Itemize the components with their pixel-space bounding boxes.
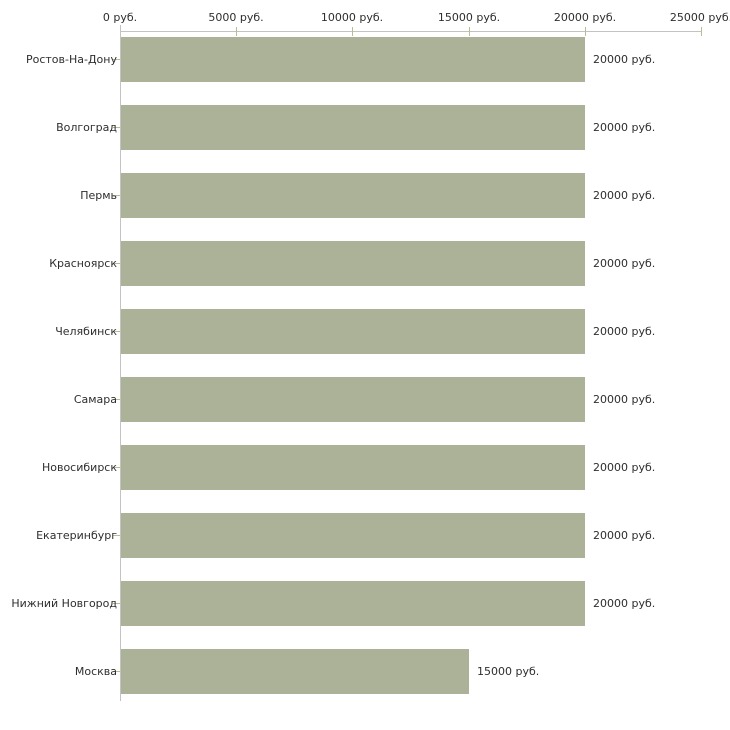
value-label: 15000 руб. xyxy=(477,665,540,678)
category-label: Нижний Новгород xyxy=(11,597,117,610)
bar xyxy=(121,37,585,82)
category-tick xyxy=(113,467,120,468)
category-tick xyxy=(113,671,120,672)
value-label: 20000 руб. xyxy=(593,53,656,66)
bar xyxy=(121,445,585,490)
value-label: 20000 руб. xyxy=(593,529,656,542)
category-label: Екатеринбург xyxy=(36,529,117,542)
category-tick xyxy=(113,263,120,264)
category-label: Самара xyxy=(73,393,117,406)
x-axis-tick-label: 5000 руб. xyxy=(208,11,264,24)
category-label: Волгоград xyxy=(56,121,117,134)
category-tick xyxy=(113,195,120,196)
x-axis-tick-label: 15000 руб. xyxy=(437,11,501,24)
category-label: Москва xyxy=(74,665,117,678)
bar xyxy=(121,649,469,694)
bar xyxy=(121,241,585,286)
x-axis-tick-label: 25000 руб. xyxy=(669,11,730,24)
x-axis-tick xyxy=(469,27,470,36)
value-label: 20000 руб. xyxy=(593,597,656,610)
bar xyxy=(121,309,585,354)
bar xyxy=(121,173,585,218)
bar xyxy=(121,513,585,558)
category-tick xyxy=(113,603,120,604)
x-axis-tick xyxy=(352,27,353,36)
x-axis-line xyxy=(120,31,702,32)
category-label: Пермь xyxy=(80,189,117,202)
value-label: 20000 руб. xyxy=(593,393,656,406)
x-axis-tick xyxy=(701,27,702,36)
x-axis-tick xyxy=(585,27,586,36)
category-tick xyxy=(113,399,120,400)
category-tick xyxy=(113,59,120,60)
x-axis-tick xyxy=(236,27,237,36)
x-axis-tick-label: 10000 руб. xyxy=(320,11,384,24)
category-label: Челябинск xyxy=(55,325,117,338)
value-label: 20000 руб. xyxy=(593,121,656,134)
x-axis-tick-label: 0 руб. xyxy=(102,11,138,24)
bar xyxy=(121,105,585,150)
bar xyxy=(121,581,585,626)
value-label: 20000 руб. xyxy=(593,325,656,338)
bar xyxy=(121,377,585,422)
category-label: Красноярск xyxy=(49,257,117,270)
category-label: Новосибирск xyxy=(41,461,117,474)
y-axis-line xyxy=(120,25,121,701)
category-tick xyxy=(113,331,120,332)
value-label: 20000 руб. xyxy=(593,189,656,202)
value-label: 20000 руб. xyxy=(593,461,656,474)
category-tick xyxy=(113,127,120,128)
category-label: Ростов-На-Дону xyxy=(25,53,117,66)
x-axis-tick-label: 20000 руб. xyxy=(553,11,617,24)
category-tick xyxy=(113,535,120,536)
value-label: 20000 руб. xyxy=(593,257,656,270)
